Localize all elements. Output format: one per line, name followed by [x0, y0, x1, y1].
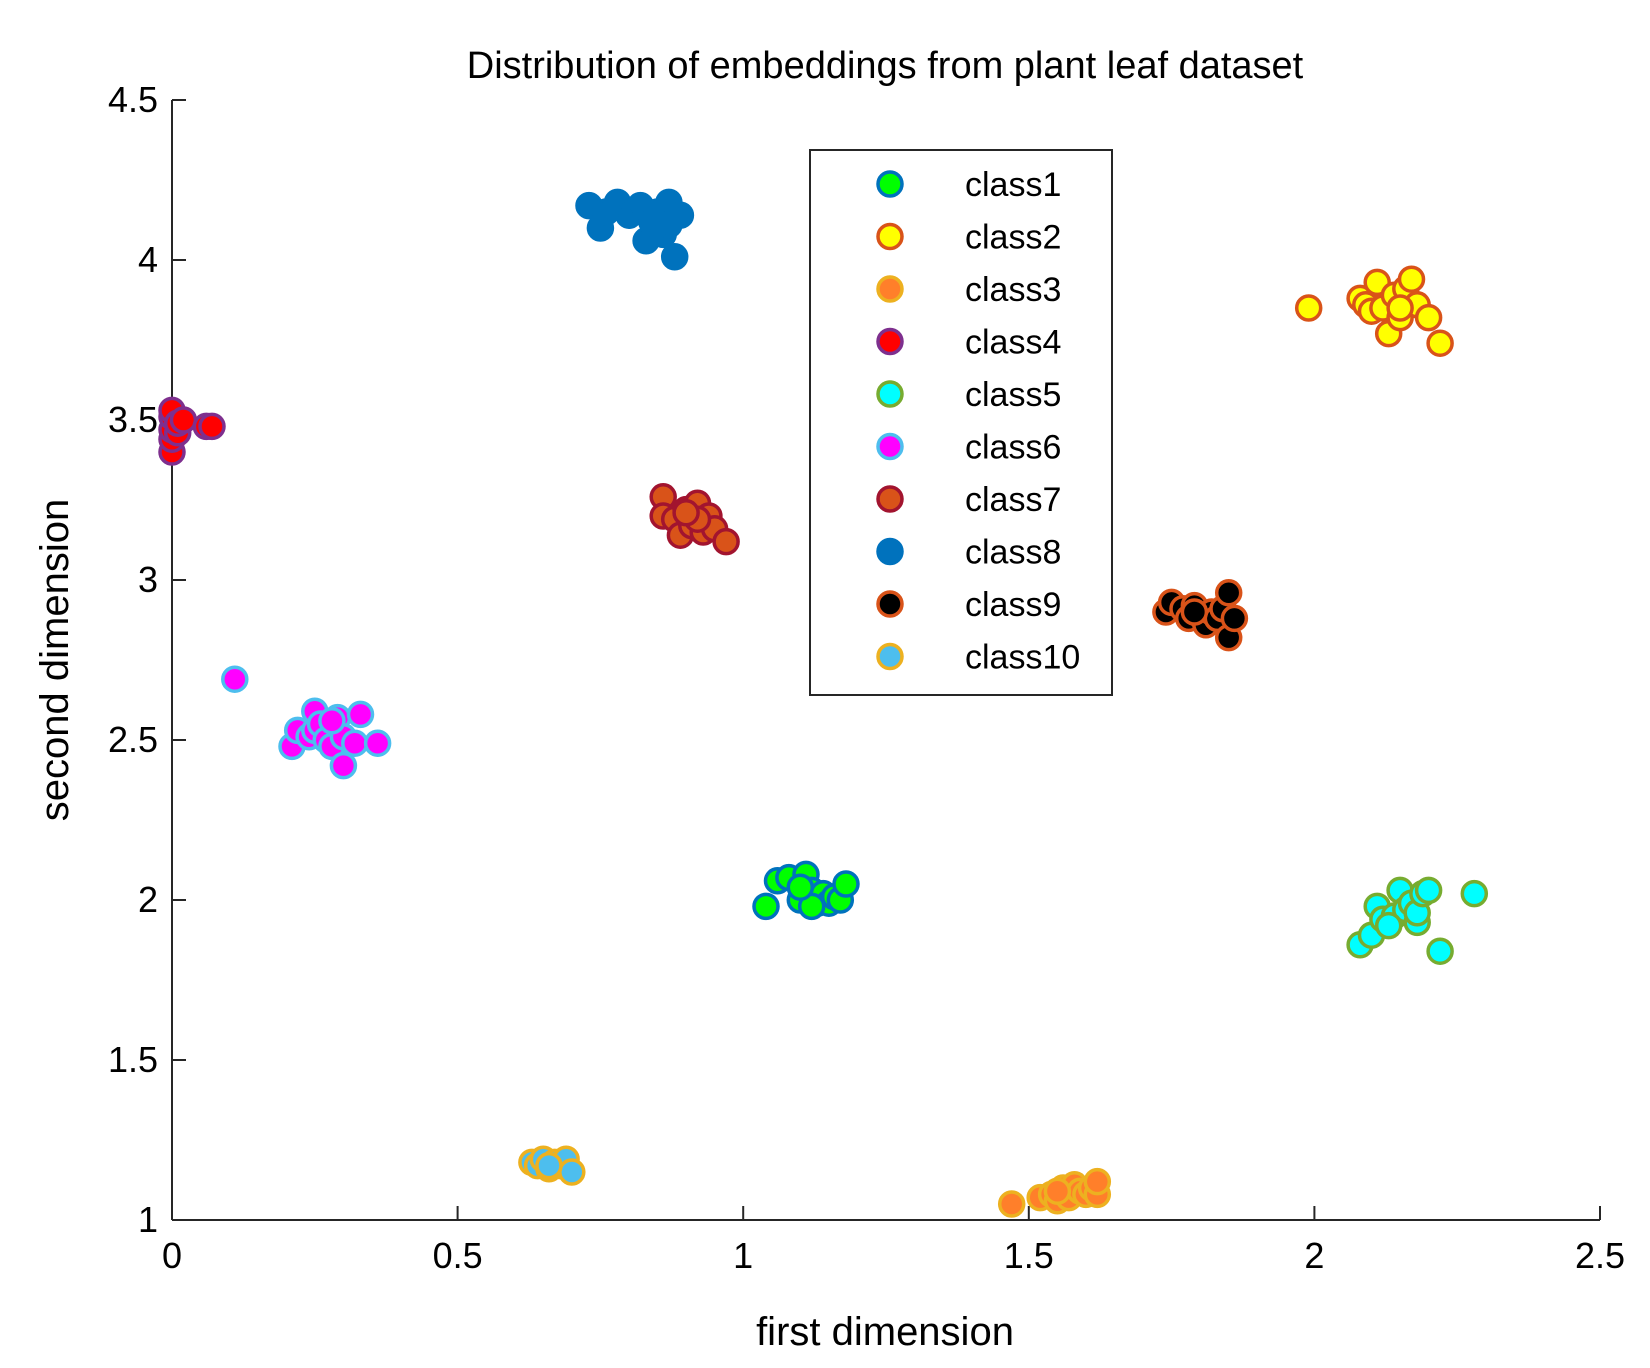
- series-class10: [518, 1145, 586, 1186]
- series-class5: [1346, 876, 1489, 965]
- legend-marker-class10: [876, 642, 904, 671]
- legend-label-class3: class3: [965, 271, 1061, 309]
- legend-marker-class7: [876, 485, 904, 513]
- data-point: [1043, 1177, 1072, 1205]
- y-tick-label: 3.5: [108, 399, 158, 440]
- data-point: [221, 665, 249, 693]
- series-class1: [752, 860, 860, 921]
- legend-label-class2: class2: [965, 219, 1061, 257]
- data-point: [660, 243, 689, 271]
- data-point: [346, 700, 375, 729]
- series-class2: [1294, 265, 1454, 357]
- x-axis-label: first dimension: [756, 1310, 1014, 1354]
- data-point: [341, 729, 369, 757]
- x-tick-label: 1: [733, 1235, 753, 1276]
- y-tick-label: 1: [138, 1199, 158, 1240]
- data-point: [1426, 937, 1454, 965]
- data-point: [1386, 294, 1414, 322]
- y-axis-label: second dimension: [33, 499, 77, 821]
- legend-label-class6: class6: [965, 429, 1061, 467]
- data-point: [997, 1190, 1026, 1218]
- legend-box: [809, 149, 1113, 696]
- legend: class1 class2 class3 class4 class5 class6 clas…: [809, 149, 1113, 696]
- data-point: [655, 211, 683, 239]
- x-tick-label: 0.5: [433, 1235, 483, 1276]
- legend-label-class1: class1: [965, 166, 1061, 204]
- legend-marker-class9: [876, 590, 904, 618]
- series-class4: [158, 396, 226, 466]
- y-tick-label: 4.5: [108, 79, 158, 120]
- data-point: [198, 412, 226, 441]
- y-tick-label: 3: [138, 559, 158, 600]
- x-tick-label: 2.5: [1575, 1235, 1625, 1276]
- data-point: [1220, 604, 1249, 633]
- legend-label-class10: class10: [965, 639, 1080, 677]
- data-point: [1214, 579, 1243, 607]
- series-class7: [649, 483, 740, 556]
- legend-marker-class6: [876, 432, 904, 461]
- data-point: [1426, 329, 1454, 357]
- data-point: [1397, 265, 1426, 293]
- legend-marker-class5: [876, 380, 904, 408]
- x-tick-label: 0: [162, 1235, 182, 1276]
- data-point: [558, 1158, 586, 1186]
- legend-label-class4: class4: [965, 324, 1061, 362]
- legend-label-class5: class5: [965, 376, 1061, 414]
- y-tick-label: 2.5: [108, 719, 158, 760]
- legend-marker-class3: [876, 275, 904, 303]
- data-point: [1460, 879, 1489, 908]
- data-point: [535, 1151, 563, 1180]
- data-point: [363, 729, 392, 757]
- legend-label-class9: class9: [965, 586, 1061, 624]
- y-tick-label: 2: [138, 879, 158, 920]
- y-tick-label: 1.5: [108, 1039, 158, 1080]
- y-tick-label: 4: [138, 239, 158, 280]
- legend-marker-class8: [876, 537, 904, 566]
- series-class3: [997, 1167, 1112, 1218]
- data-point: [1414, 303, 1443, 332]
- legend-marker-class1: [876, 170, 904, 198]
- x-tick-label: 1.5: [1004, 1235, 1054, 1276]
- data-point: [1294, 294, 1323, 322]
- legend-marker-class4: [876, 327, 904, 356]
- legend-label-class8: class8: [965, 534, 1061, 572]
- legend-marker-class2: [876, 222, 904, 251]
- legend-label-class7: class7: [965, 481, 1061, 519]
- data-point: [318, 707, 346, 735]
- series-class6: [221, 665, 392, 780]
- data-point: [1374, 911, 1403, 940]
- plot-axes: 0 0.5 1 1.5 2 2.5 1 1.5 2 2.5 3 3.5 4 4.5: [108, 79, 1625, 1276]
- data-point: [169, 406, 198, 434]
- data-point: [712, 527, 740, 556]
- data-point: [329, 751, 358, 780]
- data-point: [752, 892, 780, 921]
- points-layer: [158, 188, 1489, 1218]
- data-point: [1414, 876, 1443, 905]
- chart-title: Distribution of embeddings from plant le…: [467, 45, 1304, 87]
- data-point: [832, 870, 860, 898]
- data-point: [1083, 1167, 1112, 1196]
- data-point: [1180, 598, 1209, 626]
- series-class8: [575, 188, 695, 271]
- x-tick-label: 2: [1304, 1235, 1324, 1276]
- series-class9: [1152, 579, 1249, 652]
- data-point: [786, 873, 815, 901]
- data-point: [672, 499, 700, 527]
